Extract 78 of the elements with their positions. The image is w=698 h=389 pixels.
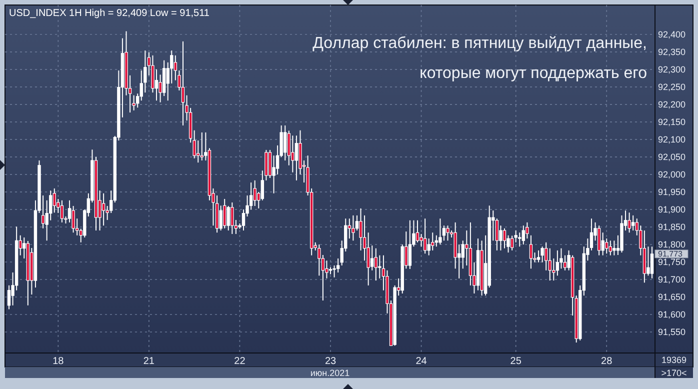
candlestick [423,218,427,254]
candlestick [102,192,106,226]
x-axis-title: июн.2021 [310,368,350,378]
candlestick [230,202,234,234]
candlestick [200,132,204,161]
candlestick [601,232,604,256]
candlestick [612,240,616,256]
y-tick-label: 91,850 [658,222,686,232]
candlestick [52,188,56,214]
y-tick-label: 91,650 [658,292,686,302]
candlestick [7,284,11,310]
y-tick-label: 91,550 [658,327,686,338]
text: >170< [661,368,687,378]
candlestick [374,248,378,282]
y-tick-label: 92,150 [658,117,686,128]
candlestick [529,234,533,270]
candlestick [438,218,442,245]
candlestick [294,135,298,181]
candlestick [522,225,525,245]
candlestick [408,220,412,270]
y-tick-label: 91,750 [658,257,686,268]
x-tick-label: 28 [601,356,613,367]
candlestick [196,140,200,164]
candlestick [181,40,185,126]
y-tick-label: 92,100 [658,134,686,145]
candlestick [540,246,544,263]
candlestick [628,212,631,234]
candlestick [518,232,522,248]
x-tick-label: 21 [143,356,155,367]
candlestick [597,225,601,256]
y-tick-label: 92,050 [658,152,686,162]
candlestick [370,245,374,271]
candlestick [608,240,612,256]
candlestick [646,246,650,276]
candlestick [548,248,552,282]
candlestick [442,225,446,242]
candlestick [510,235,514,251]
text: 19369 [661,355,687,365]
candlestick [222,198,226,229]
y-tick-label: 91,800 [658,240,686,250]
candlestick [60,200,64,223]
y-tick-label: 92,400 [658,30,686,40]
candlestick [502,228,506,249]
candlestick [253,180,256,206]
y-tick-label: 91,700 [658,274,686,285]
candlestick [495,218,499,251]
y-tick-label: 92,350 [658,47,686,58]
candlestick [556,250,560,276]
candlestick [590,218,594,251]
x-tick-label: 18 [52,356,64,367]
text: Доллар стабилен: в пятницу выйдут данные, которые могут поддержать его [312,35,648,82]
candlestick [226,205,230,231]
y-tick-label: 91,600 [658,310,686,320]
x-tick-label: 23 [324,356,336,367]
candlestick [268,149,272,178]
y-tick-label: 92,000 [658,170,686,180]
candlestick [242,208,246,231]
y-tick-label: 92,200 [658,100,686,110]
x-tick-label: 25 [510,356,522,367]
y-tick-label: 91,950 [658,187,686,198]
candlestick [544,242,548,271]
candlestick [416,220,420,243]
y-tick-label: 92,300 [658,64,686,75]
text: 91,773 [658,250,684,259]
y-tick-label: 92,250 [658,82,686,92]
candlestick [536,250,540,263]
x-tick-label: 24 [416,356,428,367]
candlestick [631,214,635,231]
candlestick [563,254,567,271]
candlestick [352,214,355,242]
candlestick [154,68,158,102]
candlestick [650,246,654,279]
chart-subtitle: USD_INDEX 1H High = 92,409 Low = 91,511 [9,8,210,19]
candlestick [284,124,287,161]
candlestick [605,238,608,254]
y-tick-label: 91,900 [658,204,686,215]
x-tick-label: 22 [234,356,246,367]
candlestick [446,225,450,242]
